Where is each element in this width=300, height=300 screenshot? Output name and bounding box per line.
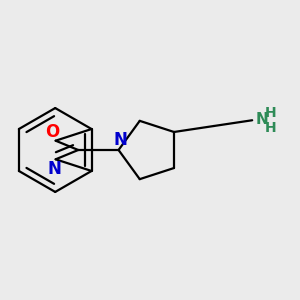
Text: N: N xyxy=(255,112,268,127)
Text: N: N xyxy=(47,160,61,178)
Text: H: H xyxy=(265,106,277,120)
Text: H: H xyxy=(265,121,277,134)
Text: O: O xyxy=(45,123,59,141)
Text: N: N xyxy=(113,130,127,148)
